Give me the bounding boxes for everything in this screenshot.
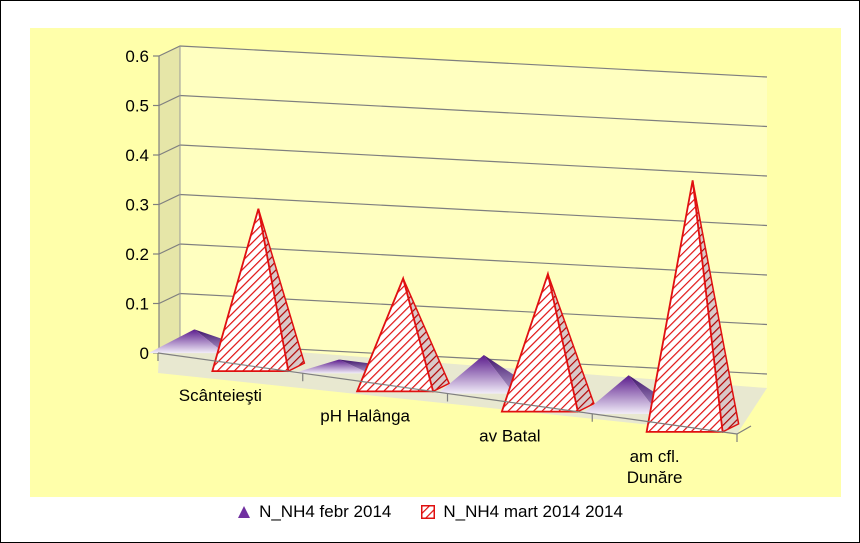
pyramid-front-face bbox=[437, 354, 514, 394]
pyramid-front-face bbox=[645, 180, 724, 433]
legend-label-mart: N_NH4 mart 2014 2014 bbox=[443, 502, 623, 521]
x-category-line: Dunăre bbox=[627, 468, 683, 487]
legend-swatch-purple-icon bbox=[238, 506, 251, 518]
x-category-line: Scânteieşti bbox=[179, 386, 262, 405]
y-tick-label: 0.3 bbox=[125, 196, 149, 215]
pyramid-front-face bbox=[211, 208, 290, 373]
pyramid-front-face bbox=[148, 329, 225, 354]
pyramid-mart bbox=[355, 275, 451, 393]
pyramid-front-face bbox=[355, 275, 435, 393]
y-tick-label: 0 bbox=[140, 344, 149, 363]
pyramid-front-face bbox=[500, 270, 579, 413]
x-category-line: am cfl. bbox=[630, 447, 680, 466]
y-tick-label: 0.6 bbox=[125, 47, 149, 66]
x-category-line: pH Halânga bbox=[320, 406, 410, 425]
x-category-label: pH Halânga bbox=[320, 406, 410, 425]
pyramid-front-face bbox=[293, 359, 370, 374]
back-wall bbox=[180, 46, 767, 388]
x-category-label: Scânteieşti bbox=[179, 386, 262, 405]
y-tick-label: 0.2 bbox=[125, 245, 149, 264]
y-tick-label: 0.5 bbox=[125, 97, 149, 116]
y-axis: 0 0.1 0.2 0.3 0.4 0.5 0.6 bbox=[125, 46, 181, 363]
legend-item-febr: N_NH4 febr 2014 bbox=[237, 502, 391, 522]
legend: N_NH4 febr 2014 N_NH4 mart 2014 2014 bbox=[1, 497, 859, 527]
x-category-line: av Batal bbox=[479, 427, 540, 446]
legend-label-febr: N_NH4 febr 2014 bbox=[259, 502, 392, 521]
legend-item-mart: N_NH4 mart 2014 2014 bbox=[421, 502, 623, 522]
y-tick-label: 0.4 bbox=[125, 146, 149, 165]
x-category-label: am cfl. Dunăre bbox=[627, 447, 683, 487]
bars bbox=[148, 180, 740, 434]
x-category-label: av Batal bbox=[479, 427, 540, 446]
y-tick-label: 0.1 bbox=[125, 295, 149, 314]
x-axis-end bbox=[736, 425, 752, 435]
pyramid-mart bbox=[645, 180, 740, 434]
pyramid-front-face bbox=[582, 375, 659, 414]
pyramid-mart bbox=[500, 270, 595, 413]
legend-swatch-hatched-icon bbox=[421, 505, 436, 519]
pyramid-mart bbox=[211, 208, 306, 373]
x-axis: Scânteieşti pH Halânga av Batal am cfl. Dună… bbox=[157, 352, 752, 487]
